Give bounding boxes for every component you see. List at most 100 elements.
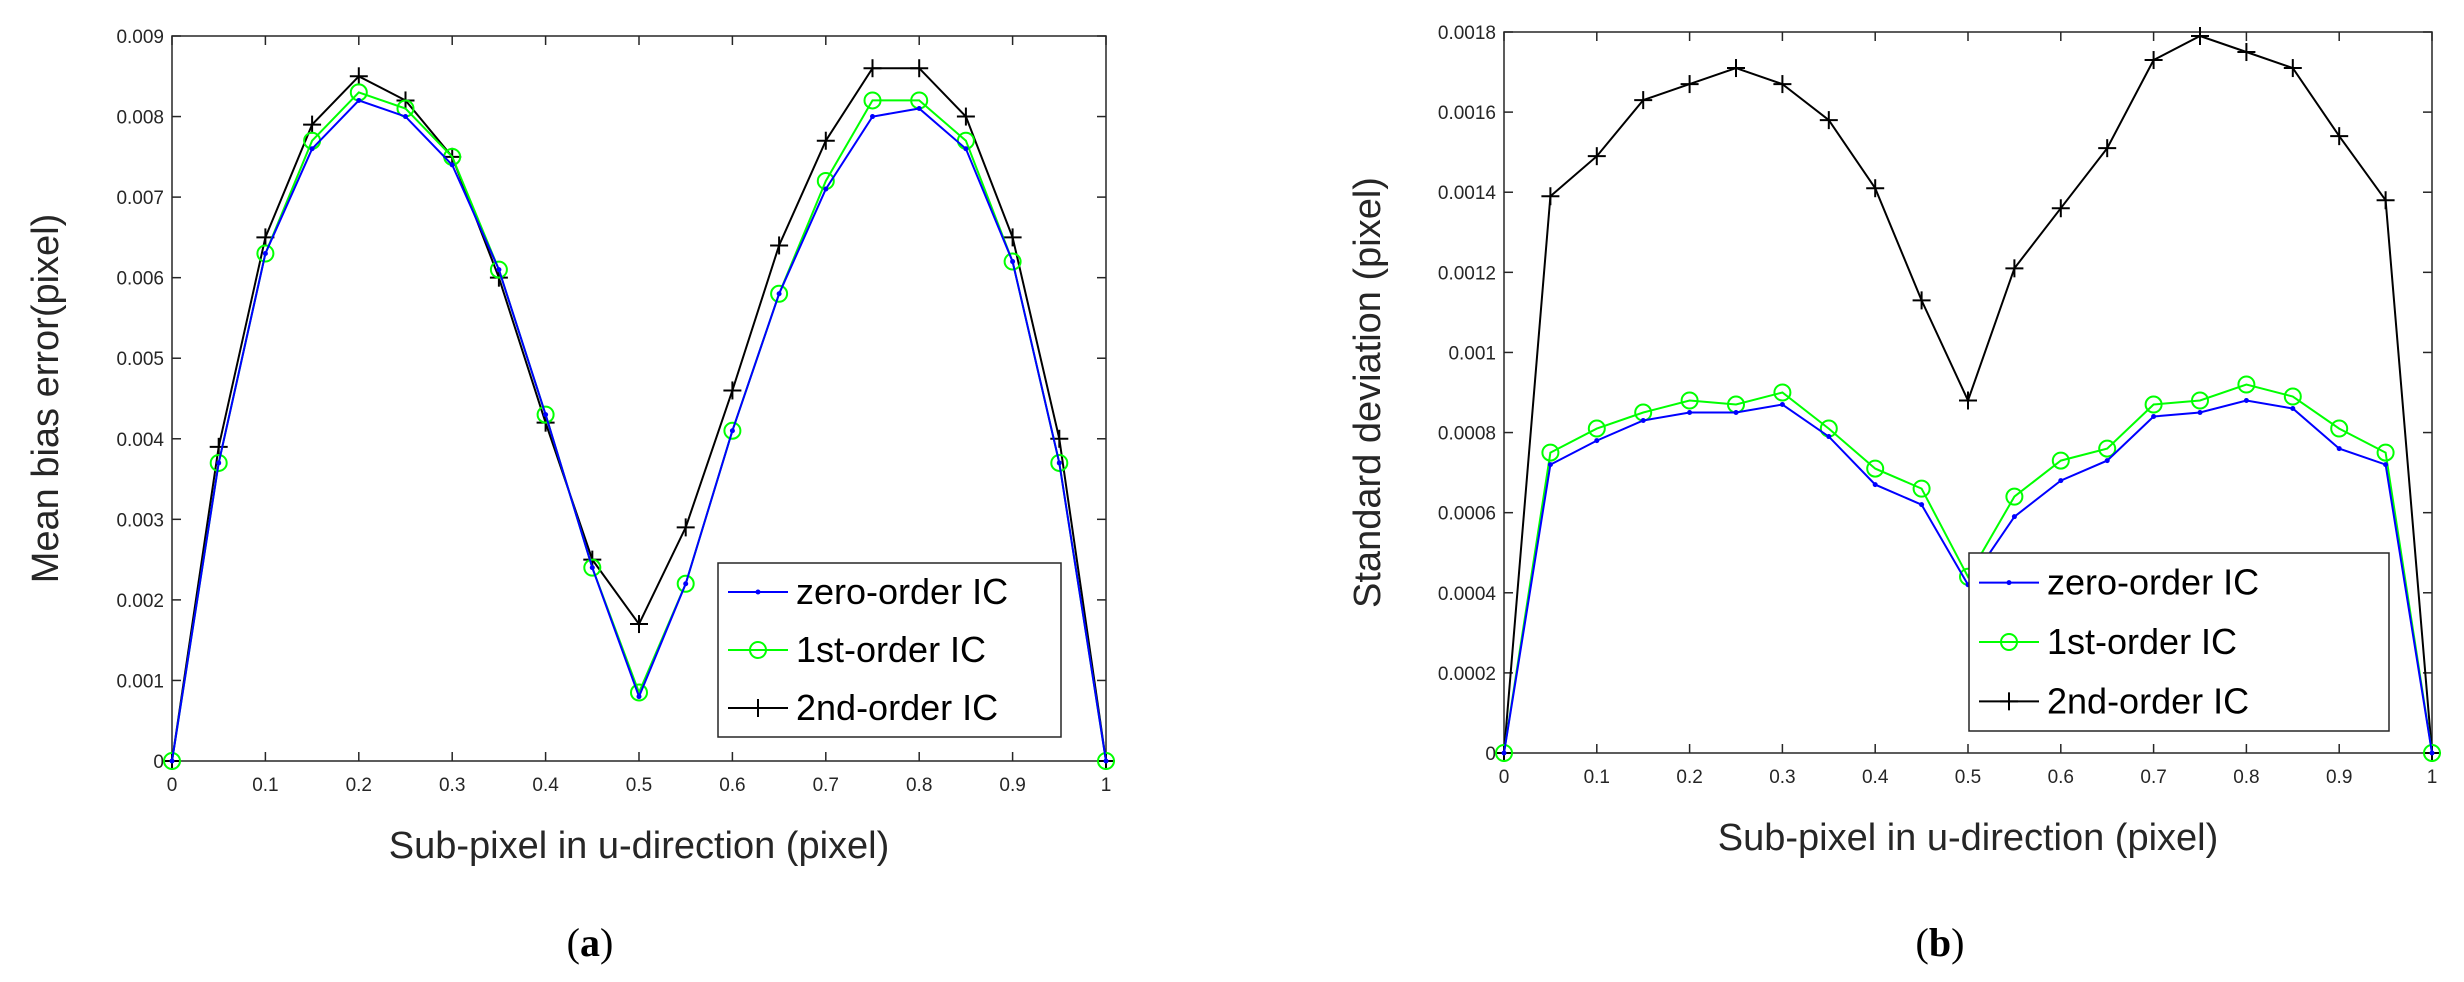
data-point: [1866, 459, 1885, 478]
data-point: [870, 114, 875, 120]
data-point: [2144, 51, 2163, 70]
legend: zero-order IC 1st-order IC 2nd-order IC: [1968, 552, 2390, 732]
y-tick-label: 0.0016: [1438, 103, 1496, 124]
data-point: [2429, 750, 2435, 756]
series-dot: [1501, 398, 2435, 756]
data-point: [1010, 259, 1016, 265]
data-point: [2098, 139, 2117, 158]
x-tick-label: 0.7: [2140, 767, 2166, 788]
x-tick-label: 0.2: [346, 775, 372, 796]
data-point: [583, 558, 602, 577]
data-point: [636, 694, 642, 700]
legend-label: 1st-order IC: [2047, 621, 2237, 662]
data-point: [216, 460, 222, 466]
data-point: [1056, 460, 1062, 466]
data-point: [589, 565, 595, 571]
x-tick-label: 0.2: [1676, 767, 1702, 788]
x-tick-label: 0.3: [1769, 767, 1795, 788]
data-point: [309, 146, 315, 152]
legend-marker: [749, 699, 767, 717]
x-tick-label: 0.1: [252, 775, 278, 796]
data-point: [1687, 410, 1693, 416]
x-tick-label: 0.5: [1955, 767, 1981, 788]
data-point: [2336, 446, 2342, 452]
data-point: [676, 574, 695, 593]
data-point: [1680, 391, 1699, 410]
data-point: [496, 267, 502, 273]
data-point: [1634, 91, 1653, 110]
data-point: [1866, 179, 1885, 198]
y-tick-label: 0: [1485, 744, 1496, 765]
legend-label: 2nd-order IC: [2047, 680, 2249, 721]
x-tick-label: 1: [2427, 767, 2438, 788]
data-point: [1912, 479, 1931, 498]
data-point: [2191, 27, 2209, 46]
data-point: [2283, 59, 2302, 78]
data-point: [349, 67, 368, 86]
x-tick-label: 0.9: [999, 775, 1025, 796]
data-point: [723, 421, 742, 440]
data-point: [2243, 398, 2249, 404]
x-axis-label: Sub-pixel in u-direction (pixel): [389, 825, 890, 867]
data-point: [729, 428, 735, 434]
data-point: [2330, 419, 2349, 438]
data-point: [1594, 438, 1600, 444]
x-tick-label: 1: [1101, 775, 1112, 796]
legend-label: zero-order IC: [796, 571, 1008, 612]
y-tick-label: 0.0012: [1438, 263, 1496, 284]
data-point: [910, 59, 929, 78]
data-point: [2383, 462, 2389, 468]
data-point: [1050, 453, 1069, 472]
legend-label: zero-order IC: [2047, 562, 2259, 603]
chart-b: 0 0.1 0.2 0.3 0.4 0.5 0.6 0.7 0.8 0.9 1 0 0.0002 0.00…: [1347, 23, 2441, 965]
y-tick-label: 0.0018: [1438, 23, 1496, 44]
data-point: [1819, 111, 1838, 130]
series-plus: [163, 59, 1115, 770]
y-tick-label: 0.0002: [1438, 664, 1496, 685]
data-point: [2011, 514, 2017, 520]
data-point: [1587, 419, 1606, 438]
data-point: [543, 412, 549, 418]
x-tick-label: 0.8: [2233, 767, 2259, 788]
x-tick-label: 0: [1499, 767, 1510, 788]
x-tick-label: 0.1: [1584, 767, 1610, 788]
data-point: [863, 59, 882, 78]
data-point: [2005, 259, 2024, 278]
data-point: [963, 146, 969, 152]
data-point: [2005, 487, 2024, 506]
x-axis-label: Sub-pixel in u-direction (pixel): [1718, 817, 2219, 859]
data-point: [1640, 418, 1646, 424]
data-point: [1103, 758, 1109, 764]
data-point: [1727, 59, 1745, 78]
data-point: [2290, 406, 2296, 412]
x-tick-label: 0.4: [1862, 767, 1889, 788]
data-point: [770, 284, 789, 303]
legend-marker: [2006, 580, 2012, 586]
data-point: [2104, 458, 2110, 464]
data-point: [916, 106, 922, 111]
y-tick-label: 0.0006: [1438, 504, 1496, 525]
data-point: [1872, 482, 1878, 488]
x-tick-label: 0.5: [626, 775, 652, 796]
data-point: [1912, 291, 1931, 310]
data-point: [449, 162, 455, 168]
data-point: [2151, 414, 2157, 420]
data-point: [2376, 443, 2395, 462]
data-point: [1959, 391, 1977, 410]
y-tick-label: 0: [153, 752, 164, 773]
data-point: [816, 131, 835, 150]
legend-marker: [2000, 633, 2018, 651]
data-point: [2237, 43, 2256, 62]
data-point: [169, 758, 175, 764]
series-line: [1503, 383, 2433, 754]
data-point: [683, 581, 689, 587]
data-point: [1097, 752, 1115, 770]
data-point: [1501, 750, 1507, 756]
legend-label: 2nd-order IC: [796, 687, 998, 728]
data-point: [2051, 451, 2070, 470]
data-point: [262, 251, 268, 256]
x-tick-label: 0.7: [813, 775, 839, 796]
y-tick-label: 0.0014: [1438, 183, 1497, 204]
y-tick-label: 0.009: [116, 27, 164, 48]
